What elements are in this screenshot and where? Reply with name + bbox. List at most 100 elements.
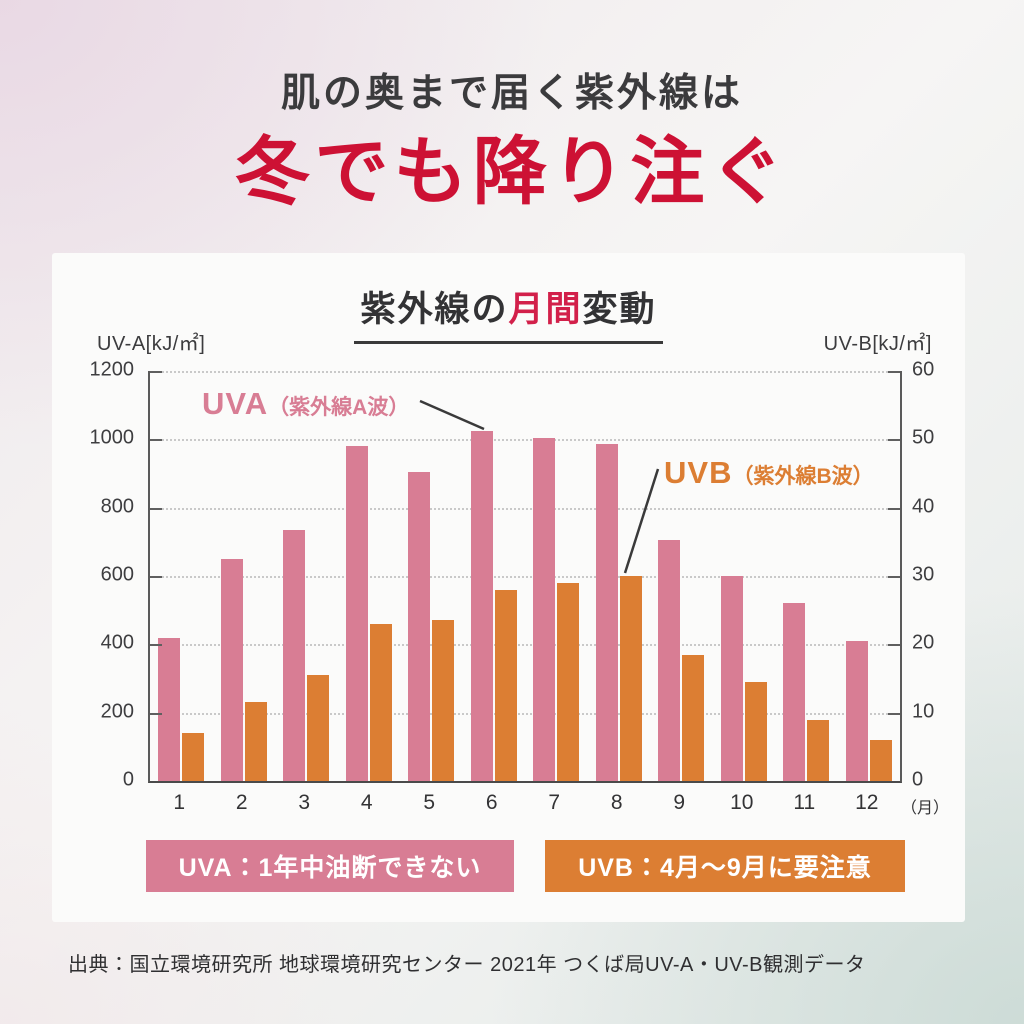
- left-tick-label-200: 200: [100, 700, 134, 723]
- headline-sub: 肌の奥まで届く紫外線は: [280, 72, 743, 115]
- month-label-9: 9: [673, 791, 686, 814]
- month-slot-11: [775, 371, 838, 781]
- uva-bar-month-4: [345, 446, 368, 781]
- uvb-bar-month-12: [869, 740, 892, 781]
- gridline-400: [150, 644, 900, 647]
- uvb-bar-month-11: [807, 719, 830, 781]
- right-tick-label-10: 10: [912, 700, 935, 723]
- uvb-banner: UVB：4月～9月に要注意: [545, 840, 905, 892]
- month-slot-4: [338, 371, 401, 781]
- right-tick-label-20: 20: [912, 631, 935, 654]
- right-tick-label-0: 0: [912, 768, 924, 791]
- uva-series-annotation: UVA（紫外線A波）: [202, 386, 409, 422]
- month-label-2: 2: [235, 791, 248, 814]
- month-label-7: 7: [548, 791, 561, 814]
- gridline-200: [150, 712, 900, 715]
- uvb-bar-month-1: [182, 733, 205, 781]
- right-tickmark-1000: [888, 439, 900, 442]
- uva-bar-month-7: [533, 437, 556, 781]
- chart-title-post: 変動: [582, 290, 657, 329]
- uvb-bar-month-7: [557, 582, 580, 781]
- right-tickmark-400: [888, 644, 900, 647]
- uva-bar-month-5: [408, 471, 431, 781]
- month-label-5: 5: [423, 791, 436, 814]
- uva-bar-month-8: [595, 444, 618, 781]
- plot-area: [148, 371, 902, 783]
- uvb-bar-month-9: [682, 654, 705, 781]
- right-tick-label-40: 40: [912, 495, 935, 518]
- left-tick-label-1200: 1200: [89, 358, 135, 381]
- left-tickmark-200: [150, 712, 162, 715]
- uva-bar-month-12: [845, 640, 868, 781]
- uvb-annotation-big: UVB: [664, 455, 733, 490]
- month-label-8: 8: [610, 791, 623, 814]
- gridline-600: [150, 576, 900, 578]
- uva-bar-month-11: [783, 603, 806, 781]
- uvb-annotation-small: （紫外線B波）: [732, 465, 874, 488]
- chart-title: 紫外線の月間変動: [354, 281, 663, 344]
- headline-main: 冬でも降り注ぐ: [235, 132, 789, 214]
- right-axis-label: UV-B[kJ/㎡]: [823, 333, 932, 355]
- left-tick-label-400: 400: [100, 631, 134, 654]
- gridline-1200: [150, 371, 900, 373]
- left-tickmark-400: [150, 644, 162, 647]
- month-label-12: 12: [855, 791, 879, 814]
- uvb-bar-month-4: [369, 623, 392, 781]
- uva-banner: UVA：1年中油断できない: [146, 840, 514, 892]
- left-axis-label: UV-A[kJ/㎡]: [97, 333, 206, 355]
- right-tickmark-600: [888, 576, 900, 578]
- month-slot-12: [838, 371, 901, 781]
- month-label-3: 3: [298, 791, 311, 814]
- right-tickmark-200: [888, 712, 900, 715]
- month-axis: 1 2 3 4 5 6 7 8 9 10 11 12 （月）: [148, 791, 949, 817]
- chart-card: 紫外線の月間変動 UV-A[kJ/㎡] UV-B[kJ/㎡] 0 200 400 60…: [52, 253, 965, 922]
- left-tick-label-600: 600: [100, 563, 134, 586]
- gridline-800: [150, 507, 900, 510]
- month-slot-8: [588, 371, 651, 781]
- left-tickmark-600: [150, 576, 162, 578]
- gridline-1000: [150, 439, 900, 442]
- month-label-11: 11: [793, 791, 816, 814]
- month-slot-3: [275, 371, 338, 781]
- month-label-10: 10: [730, 791, 754, 814]
- month-slot-5: [400, 371, 463, 781]
- uva-bar-month-10: [720, 576, 743, 781]
- uvb-bar-month-5: [432, 620, 455, 781]
- right-tick-label-30: 30: [912, 563, 935, 586]
- month-label-4: 4: [360, 791, 373, 814]
- month-label-1: 1: [173, 791, 186, 814]
- chart-title-pre: 紫外線の: [360, 290, 509, 329]
- uva-bar-month-3: [283, 529, 306, 781]
- month-unit-label: （月）: [901, 800, 950, 817]
- left-tick-label-0: 0: [122, 768, 134, 791]
- month-slot-1: [150, 371, 213, 781]
- chart-title-highlight: 月間: [508, 290, 583, 329]
- month-slot-10: [713, 371, 776, 781]
- month-label-6: 6: [485, 791, 498, 814]
- uvb-bar-month-2: [244, 702, 267, 781]
- uvb-series-annotation: UVB（紫外線B波）: [664, 455, 874, 491]
- left-tick-label-1000: 1000: [89, 426, 135, 449]
- uva-bar-month-1: [158, 637, 181, 781]
- source-citation: 出典：国立環境研究所 地球環境研究センター 2021年 つくば局UV-A・UV-…: [68, 954, 866, 976]
- uvb-bar-month-10: [744, 681, 767, 781]
- uva-bar-month-9: [658, 540, 681, 781]
- chart-title-wrap: 紫外線の月間変動: [52, 281, 965, 344]
- uvb-bar-month-8: [619, 576, 642, 781]
- uvb-bar-month-6: [494, 589, 517, 781]
- left-tickmark-1000: [150, 439, 162, 442]
- month-slot-7: [525, 371, 588, 781]
- month-slot-2: [213, 371, 276, 781]
- right-tick-label-50: 50: [912, 426, 935, 449]
- uva-bar-month-2: [220, 558, 243, 781]
- right-tick-label-60: 60: [912, 358, 935, 381]
- uva-annotation-small: （紫外線A波）: [268, 396, 410, 419]
- right-tickmark-800: [888, 507, 900, 510]
- left-tickmark-1200: [150, 371, 162, 373]
- left-tick-label-800: 800: [100, 495, 134, 518]
- month-slot-9: [650, 371, 713, 781]
- bar-slots: [150, 371, 900, 781]
- uvb-bar-month-3: [307, 675, 330, 781]
- uva-annotation-big: UVA: [202, 386, 269, 421]
- left-tickmark-800: [150, 507, 162, 510]
